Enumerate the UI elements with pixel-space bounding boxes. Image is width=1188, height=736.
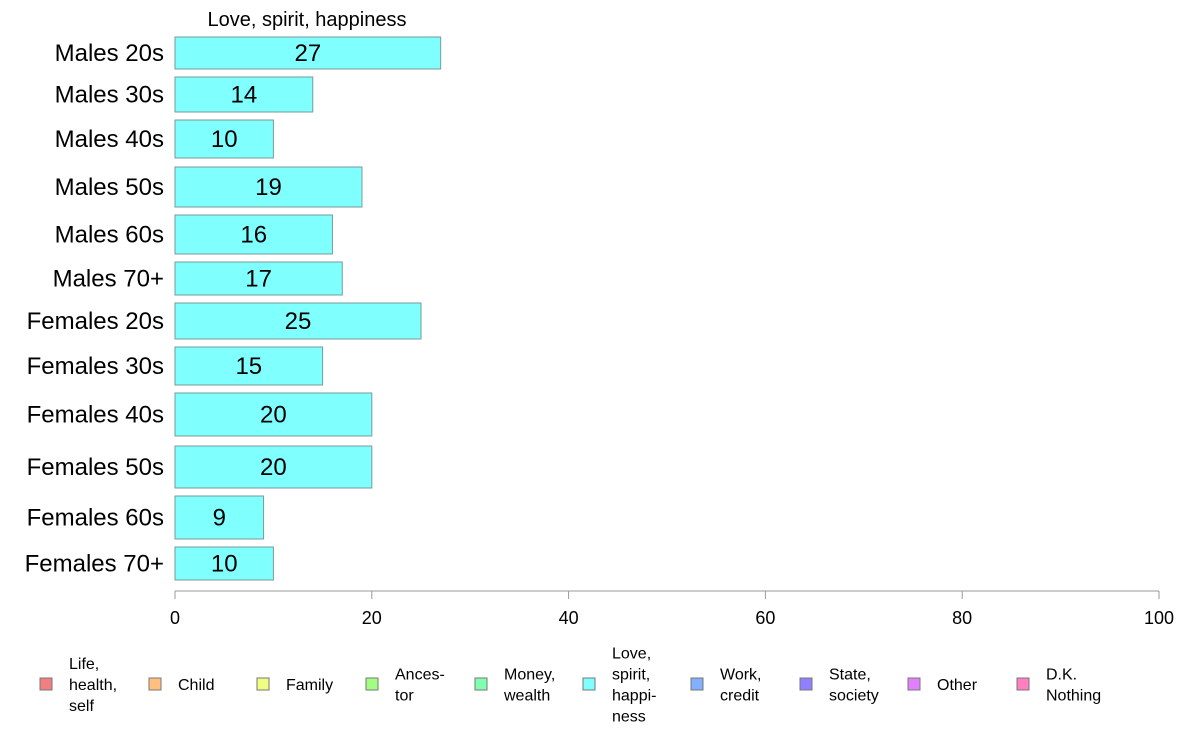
bar-row: Females 70+ 10 [25,546,274,581]
category-label: Females 70+ [25,551,164,578]
legend-label: State, [829,667,871,684]
bar-row: Females 20s 25 [27,302,422,340]
legend-item: Life, health, self [39,656,117,715]
value-label: 20 [260,402,287,429]
value-label: 27 [294,40,321,67]
bar [174,445,373,489]
value-label: 10 [211,126,238,153]
bar-row: Males 60s 16 [55,214,333,255]
legend: Life, health, self Child Family Ances-tor Mone… [39,646,1101,726]
value-label: 10 [211,551,238,578]
bar [174,76,314,113]
bar [174,346,324,386]
legend-item: Other [907,677,978,694]
bar-row: Males 70+ 17 [53,261,343,296]
legend-item: Work, credit [690,667,761,705]
bar-row: Males 20s 27 [55,36,442,70]
legend-label: Nothing [1046,688,1101,705]
value-label: 20 [260,454,287,481]
legend-label: spirit, [612,667,650,684]
legend-label: credit [720,688,760,705]
legend-swatch [582,677,596,691]
x-tick-label: 80 [952,608,972,628]
legend-label: happi- [612,688,656,705]
value-label: 14 [231,82,258,109]
x-tick-label: 40 [559,608,579,628]
x-tick-label: 0 [170,608,180,628]
legend-label: D.K. [1046,667,1077,684]
legend-item: Money, wealth [474,667,555,705]
x-axis: 0 20 40 60 80 100 [170,590,1174,628]
value-label: 17 [245,266,272,293]
category-label: Males 60s [55,222,164,249]
legend-item: D.K. Nothing [1016,667,1101,705]
bar [174,166,363,208]
category-label: Males 50s [55,174,164,201]
category-label: Males 30s [55,82,164,109]
legend-swatch [1016,677,1030,691]
value-label: 25 [285,308,312,335]
value-label: 19 [255,174,282,201]
legend-item: Ances-tor [365,667,445,705]
bar [174,261,343,296]
category-label: Females 20s [27,308,164,335]
value-label: 15 [235,353,262,380]
category-label: Males 40s [55,126,164,153]
legend-label: Love, [612,646,651,663]
legend-label: Family [286,677,333,694]
legend-label: Child [178,677,214,694]
x-tick-label: 60 [755,608,775,628]
legend-swatch [690,677,704,691]
bar [174,546,274,581]
legend-label: health, [69,677,117,694]
bar [174,495,265,540]
legend-swatch [39,677,53,691]
category-label: Females 40s [27,402,164,429]
legend-swatch [365,677,379,691]
bar-row: Females 30s 15 [27,346,324,386]
legend-label: Work, [720,667,761,684]
legend-label: Ances- [395,667,445,684]
legend-item: Child [148,677,214,694]
chart-title: Love, spirit, happiness [207,9,406,31]
bar-row: Females 40s 20 [27,392,373,437]
bar-row: Males 50s 19 [55,166,363,208]
legend-label: Other [937,677,978,694]
legend-item: State, society [799,667,879,705]
x-tick-label: 100 [1144,608,1174,628]
bar [174,302,422,340]
legend-label: society [829,688,879,705]
category-label: Females 30s [27,353,164,380]
legend-swatch [907,677,921,691]
category-label: Females 60s [27,505,164,532]
bar-row: Males 30s 14 [55,76,314,113]
legend-label: Money, [504,667,555,684]
bars-group: Males 20s 27 Males 30s 14 Males 40s 10 Males 5… [25,36,442,581]
category-label: Males 70+ [53,266,164,293]
legend-item: Family [256,677,333,694]
bar [174,36,442,70]
legend-item: Love, spirit, happi-ness [582,646,656,726]
legend-swatch [256,677,270,691]
legend-swatch [148,677,162,691]
x-tick-label: 20 [362,608,382,628]
bar [174,119,274,159]
bar [174,214,333,255]
category-label: Females 50s [27,454,164,481]
bar [174,392,373,437]
value-label: 9 [213,505,226,532]
value-label: 16 [240,222,267,249]
legend-label: ness [612,709,646,726]
legend-label: wealth [503,688,550,705]
legend-swatch [799,677,813,691]
bar-row: Females 50s 20 [27,445,373,489]
bar-row: Females 60s 9 [27,495,265,540]
legend-label: tor [395,688,414,705]
bar-row: Males 40s 10 [55,119,274,159]
legend-swatch [474,677,488,691]
legend-label: self [69,698,94,715]
legend-label: Life, [69,656,99,673]
category-label: Males 20s [55,40,164,67]
